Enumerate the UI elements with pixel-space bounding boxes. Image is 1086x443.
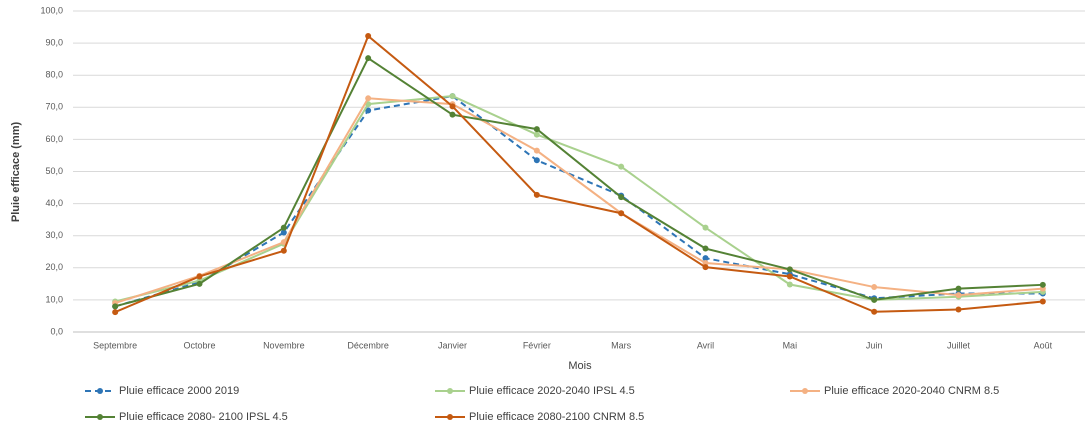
- series-line: [114, 56, 1043, 308]
- y-tick-label: 0,0: [50, 326, 63, 336]
- legend-label: Pluie efficace 2020-2040 CNRM 8.5: [824, 385, 999, 397]
- x-axis-title: Mois: [568, 360, 592, 372]
- x-tick-label: Septembre: [93, 340, 137, 350]
- series-line: [114, 95, 1043, 308]
- data-point: [702, 255, 709, 262]
- data-point: [196, 280, 203, 287]
- data-point: [365, 95, 372, 102]
- y-axis-title: Pluie efficace (mm): [10, 122, 22, 223]
- series-line: [114, 95, 1043, 303]
- data-point: [533, 157, 540, 164]
- series-line: [114, 97, 1043, 305]
- series-line: [114, 34, 1043, 314]
- data-point: [955, 306, 962, 313]
- data-point: [618, 163, 625, 170]
- data-point: [533, 147, 540, 154]
- x-tick-label: Juin: [866, 340, 883, 350]
- data-point: [196, 273, 203, 280]
- y-tick-label: 50,0: [45, 166, 63, 176]
- legend-label: Pluie efficace 2080- 2100 IPSL 4.5: [119, 411, 288, 423]
- legend-marker: [97, 388, 103, 394]
- legend-label: Pluie efficace 2000 2019: [119, 385, 239, 397]
- data-point: [702, 259, 709, 266]
- y-tick-label: 80,0: [45, 70, 63, 80]
- data-point: [1039, 298, 1046, 305]
- y-tick-label: 10,0: [45, 294, 63, 304]
- legend-marker: [447, 388, 453, 394]
- y-tick-label: 100,0: [40, 5, 63, 15]
- data-point: [1039, 281, 1046, 288]
- data-point: [955, 292, 962, 299]
- x-tick-label: Octobre: [183, 340, 215, 350]
- data-point: [702, 245, 709, 252]
- legend-marker: [802, 388, 808, 394]
- data-point: [365, 33, 372, 40]
- data-point: [533, 131, 540, 138]
- data-point: [112, 309, 119, 316]
- x-tick-label: Mai: [783, 340, 798, 350]
- y-tick-label: 70,0: [45, 102, 63, 112]
- x-tick-label: Mars: [611, 340, 631, 350]
- data-point: [618, 194, 625, 201]
- x-tick-label: Décembre: [347, 340, 389, 350]
- y-tick-label: 40,0: [45, 198, 63, 208]
- data-point: [280, 239, 287, 246]
- data-point: [449, 93, 456, 100]
- data-point: [365, 107, 372, 114]
- data-point: [112, 303, 119, 310]
- data-point: [280, 229, 287, 236]
- legend-label: Pluie efficace 2080-2100 CNRM 8.5: [469, 411, 644, 423]
- x-tick-label: Juillet: [947, 340, 971, 350]
- legend-marker: [97, 414, 103, 420]
- data-point: [786, 273, 793, 280]
- y-tick-label: 30,0: [45, 230, 63, 240]
- data-point: [449, 111, 456, 118]
- data-point: [280, 224, 287, 231]
- data-point: [618, 210, 625, 217]
- data-point: [449, 103, 456, 110]
- data-point: [786, 281, 793, 288]
- data-point: [871, 308, 878, 315]
- y-tick-label: 90,0: [45, 37, 63, 47]
- x-tick-label: Août: [1034, 340, 1053, 350]
- x-tick-label: Février: [523, 340, 551, 350]
- data-point: [955, 285, 962, 292]
- x-tick-label: Novembre: [263, 340, 305, 350]
- data-point: [533, 191, 540, 198]
- data-point: [786, 266, 793, 273]
- y-tick-label: 20,0: [45, 262, 63, 272]
- data-point: [533, 126, 540, 133]
- x-tick-label: Janvier: [438, 340, 467, 350]
- y-tick-label: 60,0: [45, 134, 63, 144]
- data-point: [280, 247, 287, 254]
- legend-marker: [447, 414, 453, 420]
- data-point: [871, 284, 878, 291]
- data-point: [871, 296, 878, 303]
- data-point: [365, 55, 372, 62]
- data-point: [702, 224, 709, 231]
- x-tick-label: Avril: [697, 340, 714, 350]
- data-point: [702, 264, 709, 271]
- legend-label: Pluie efficace 2020-2040 IPSL 4.5: [469, 385, 635, 397]
